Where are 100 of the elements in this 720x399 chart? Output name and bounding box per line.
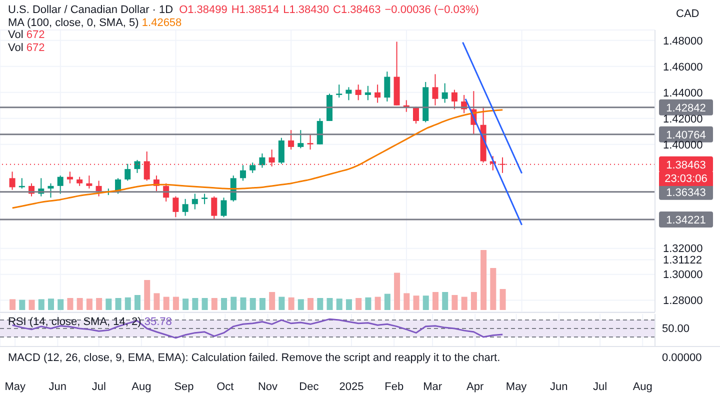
bar <box>211 298 218 310</box>
candlestick <box>182 198 188 216</box>
bar <box>48 298 54 310</box>
chart-title: U.S. Dollar / Canadian Dollar · 1D <box>8 4 174 16</box>
y-tick-label: 1.44000 <box>663 87 703 100</box>
x-tick-label: Oct <box>216 380 234 393</box>
candlestick <box>86 175 92 190</box>
x-tick-label: May <box>4 380 26 393</box>
x-tick-label: Jul <box>92 380 106 393</box>
annotation: Vol <box>8 42 24 54</box>
bar <box>326 298 333 310</box>
x-tick-label: Jun <box>48 380 67 393</box>
x-tick-label: Mar <box>423 380 442 393</box>
candlestick <box>9 171 16 190</box>
bar <box>404 293 410 310</box>
candlestick <box>240 164 246 182</box>
bar <box>124 297 131 310</box>
y-tick-label: 1.30000 <box>663 269 703 282</box>
y-tick-label: 1.40000 <box>663 139 703 152</box>
bar <box>28 300 35 310</box>
text: MA (100, close, 0, SMA, 5) <box>8 16 139 28</box>
bar <box>10 299 16 310</box>
bar <box>490 268 496 310</box>
bar <box>182 298 189 310</box>
x-tick-label: Dec <box>299 380 320 393</box>
bar <box>38 299 44 310</box>
candlestick <box>288 130 294 150</box>
bar <box>250 298 256 310</box>
bar <box>163 296 170 310</box>
bar <box>278 296 285 310</box>
candlestick <box>202 193 208 205</box>
text: 1.42658 <box>142 16 182 28</box>
bar <box>106 298 112 310</box>
text: −0.00036 (−0.03%) <box>384 4 479 16</box>
candlestick <box>96 180 102 197</box>
x-tick-label: Jul <box>593 380 608 393</box>
candlestick <box>336 84 342 98</box>
bar <box>134 295 141 310</box>
bar <box>500 289 506 310</box>
candlestick <box>66 171 73 184</box>
annotation: 35.78 <box>144 316 172 328</box>
bar <box>374 296 381 310</box>
candlestick <box>432 74 438 106</box>
bar <box>230 296 237 310</box>
y-tick-label: 1.28000 <box>663 295 703 308</box>
ref-line-label: 1.36343 <box>666 186 706 199</box>
bar <box>422 296 429 310</box>
text: O1.38499 <box>179 4 228 16</box>
bar <box>221 298 228 310</box>
candlestick <box>278 137 284 164</box>
annotation: Vol <box>8 29 24 41</box>
bar <box>308 298 314 310</box>
candlestick <box>307 133 314 150</box>
candlestick <box>220 197 227 218</box>
bar <box>240 297 246 310</box>
bar <box>144 280 150 310</box>
bar <box>192 298 198 310</box>
candlestick <box>48 182 54 198</box>
text: L1.38430 <box>283 4 330 16</box>
x-tick-label: Aug <box>132 380 152 393</box>
candlestick <box>374 84 381 104</box>
candlestick <box>442 82 448 104</box>
y-tick-label: 1.42000 <box>663 113 703 126</box>
bar <box>413 296 420 310</box>
bar <box>356 298 362 310</box>
bar <box>480 250 487 310</box>
bar <box>336 298 342 310</box>
bar <box>384 294 390 310</box>
bar <box>172 296 179 310</box>
x-tick-label: Apr <box>466 380 484 393</box>
bar <box>442 292 448 310</box>
x-tick-label: Aug <box>632 380 652 393</box>
bar <box>288 297 294 310</box>
bar <box>115 298 122 310</box>
candlestick <box>355 84 362 101</box>
x-tick-label: May <box>506 380 528 393</box>
candlestick <box>76 176 83 186</box>
line-series <box>12 109 504 209</box>
candlestick <box>211 196 218 220</box>
text: MACD (12, 26, close, 9, EMA, EMA): Calculation failed. Remove the script and reapply it to the chart. <box>8 352 500 364</box>
ref-line-label: 1.40764 <box>666 129 706 142</box>
bar <box>259 298 266 310</box>
bar <box>452 295 458 310</box>
candlestick <box>124 163 131 182</box>
bar <box>346 299 352 310</box>
annotation: 672 <box>26 29 45 41</box>
candlestick <box>134 159 140 174</box>
bar <box>470 292 477 310</box>
candlestick <box>451 89 458 110</box>
y-tick-label: 1.46000 <box>663 61 703 74</box>
bar <box>202 298 208 310</box>
bar <box>317 298 324 310</box>
bar <box>394 272 400 310</box>
bar <box>19 300 26 310</box>
candlestick <box>250 162 256 174</box>
y-axis-title: CAD <box>676 8 700 20</box>
bar <box>76 298 83 310</box>
bar <box>86 298 92 310</box>
x-tick-label: Feb <box>384 380 404 393</box>
x-tick-label: Sep <box>174 380 194 393</box>
